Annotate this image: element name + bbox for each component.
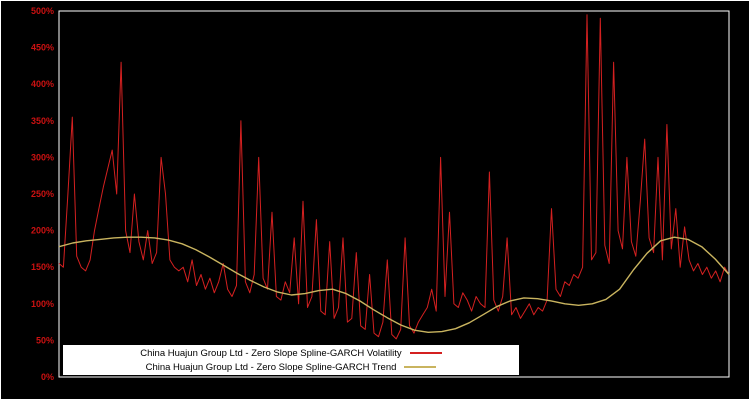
legend-swatch-trend-line	[404, 366, 437, 368]
y-tick-label: 50%	[36, 335, 54, 345]
y-tick-label: 400%	[31, 79, 54, 89]
y-tick-label: 300%	[31, 152, 54, 162]
legend-item-volatility: China Huajun Group Ltd - Zero Slope Spli…	[63, 347, 519, 360]
y-tick-label: 150%	[31, 262, 54, 272]
y-tick-label: 500%	[31, 6, 54, 16]
legend-swatch-volatility-line	[409, 352, 442, 354]
legend-label-trend: China Huajun Group Ltd - Zero Slope Spli…	[145, 361, 397, 373]
y-tick-label: 450%	[31, 43, 54, 53]
legend-item-trend: China Huajun Group Ltd - Zero Slope Spli…	[63, 361, 519, 374]
trend-line	[58, 236, 730, 333]
y-tick-label: 200%	[31, 226, 54, 236]
volatility-line	[58, 14, 730, 340]
y-tick-label: 250%	[31, 189, 54, 199]
legend-label-volatility: China Huajun Group Ltd - Zero Slope Spli…	[140, 347, 402, 359]
y-tick-label: 100%	[31, 299, 54, 309]
y-tick-label: 0%	[41, 372, 54, 382]
chart-legend: China Huajun Group Ltd - Zero Slope Spli…	[63, 345, 519, 375]
y-tick-label: 350%	[31, 116, 54, 126]
